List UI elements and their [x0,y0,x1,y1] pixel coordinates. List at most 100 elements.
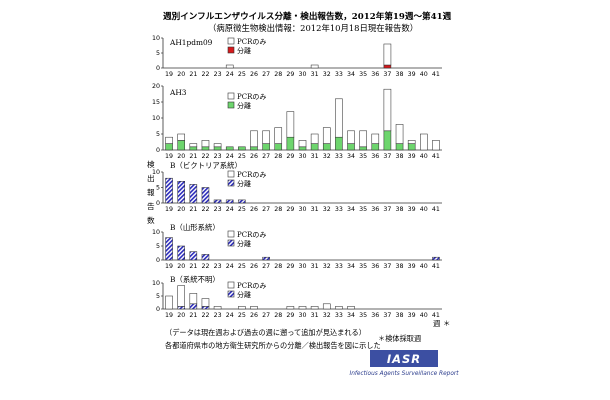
legend-swatch-isolated [227,101,235,109]
x-tick-label: 29 [286,263,294,270]
x-tick-label: 29 [286,206,294,213]
x-tick-label: 30 [298,312,306,319]
y-tick-label: 10 [152,115,160,122]
bar-segment [262,130,270,144]
bar-segment [407,140,416,144]
bar-segment [189,251,198,261]
x-tick-label: 33 [335,312,343,319]
bar-segment [165,136,173,144]
x-tick-label: 22 [201,71,209,78]
x-tick-label: 22 [201,312,209,319]
x-tick-label: 38 [396,153,404,160]
x-tick-label: 29 [286,312,294,319]
x-tick-label: 40 [420,206,428,213]
x-tick-label: 28 [274,206,282,213]
bar-segment [225,199,234,204]
bar-segment [189,143,198,148]
legend-swatch-pcr [227,92,235,100]
y-tick-label: 5 [156,131,160,138]
x-tick-label: 27 [262,71,270,78]
x-tick-label: 33 [335,153,343,160]
y-axis-label-char-3: 報 [147,188,155,197]
legend-label-isolated: 分離 [237,239,251,248]
iasr-logo-title: IASR [387,352,421,366]
y-tick-label: 10 [152,229,160,236]
legend-label-pcr: PCRのみ [237,282,266,290]
x-tick-label: 21 [189,206,197,213]
legend-label-pcr: PCRのみ [237,38,266,46]
legend-label-isolated: 分離 [237,46,251,55]
panel-label: B（ビクトリア系統） [170,161,242,170]
x-tick-label: 26 [250,263,258,270]
bar-segment [213,199,222,204]
x-tick-label: 23 [214,153,222,160]
bar-segment [177,285,185,307]
x-tick-label: 41 [432,71,440,78]
bar-segment [359,130,367,148]
panel-4: 0 5 10 19 20 21 22 23 24 25 26 27 28 29 30 31 32 33 34 35 36… [152,223,442,270]
collection-week-note: ＊検体採取週 [378,334,421,343]
x-tick-label: 41 [432,263,440,270]
x-tick-label: 41 [432,312,440,319]
x-tick-label: 23 [214,206,222,213]
x-tick-label: 25 [238,312,246,319]
bar-segment [347,143,355,151]
x-tick-label: 24 [226,71,234,78]
bar-segment [225,146,234,151]
chart-panels: 0 5 10 19 20 21 22 23 24 25 26 27 28 29 30 31 32 33 34 35 36… [152,35,442,319]
legend-label-isolated: 分離 [237,179,251,188]
x-tick-label: 36 [371,71,379,78]
bar-segment [177,245,185,261]
bar-segment [286,306,295,310]
x-tick-label: 34 [347,71,355,78]
bar-segment [432,256,440,261]
y-tick-label: 5 [156,293,160,300]
bar-segment [371,133,380,144]
x-tick-label: 36 [371,312,379,319]
x-tick-label: 29 [286,153,294,160]
bar-segment [322,127,331,144]
bar-segment [383,64,392,69]
x-tick-label: 23 [214,71,222,78]
x-tick-label: 37 [383,312,391,319]
bar-segment [335,306,343,310]
x-tick-label: 33 [335,206,343,213]
x-tick-label: 27 [262,312,270,319]
iasr-logo: IASR Infectious Agents Surveillance Repo… [349,350,459,377]
y-tick-label: 5 [156,243,160,250]
iasr-logo-subtitle: Infectious Agents Surveillance Report [349,371,459,377]
x-tick-label: 21 [189,153,197,160]
x-tick-label: 41 [432,206,440,213]
y-axis-label-char-1: 検 [147,159,155,169]
bar-segment [395,143,404,151]
x-tick-label: 32 [323,206,331,213]
x-tick-label: 34 [347,153,355,160]
bar-segment [359,146,367,151]
x-tick-label: 31 [311,312,319,319]
x-tick-label: 35 [359,153,367,160]
legend-swatch-pcr [227,230,235,238]
x-tick-label: 24 [226,263,234,270]
legend-label-pcr: PCRのみ [237,93,266,101]
bar-segment [274,143,283,151]
x-tick-label: 19 [165,71,173,78]
x-tick-label: 39 [408,312,416,319]
x-tick-label: 25 [238,153,246,160]
x-tick-label: 30 [298,71,306,78]
figure-title: 週別インフルエンザウイルス分離・検出報告数，2012年第19週〜第41週 [163,10,452,22]
x-tick-label: 28 [274,263,282,270]
legend-label-isolated: 分離 [237,290,251,299]
x-tick-label: 31 [311,71,319,78]
x-tick-label: 29 [286,71,294,78]
bar-segment [177,181,185,204]
footer-asterisk: ＊ [443,319,450,328]
bar-segment [201,298,210,307]
y-axis-label-char-4: 告 [147,201,155,211]
bar-segment [383,130,392,151]
x-tick-label: 40 [420,71,428,78]
bar-segment [310,306,319,310]
legend-swatch-isolated [227,46,235,54]
bar-segment [165,237,173,261]
